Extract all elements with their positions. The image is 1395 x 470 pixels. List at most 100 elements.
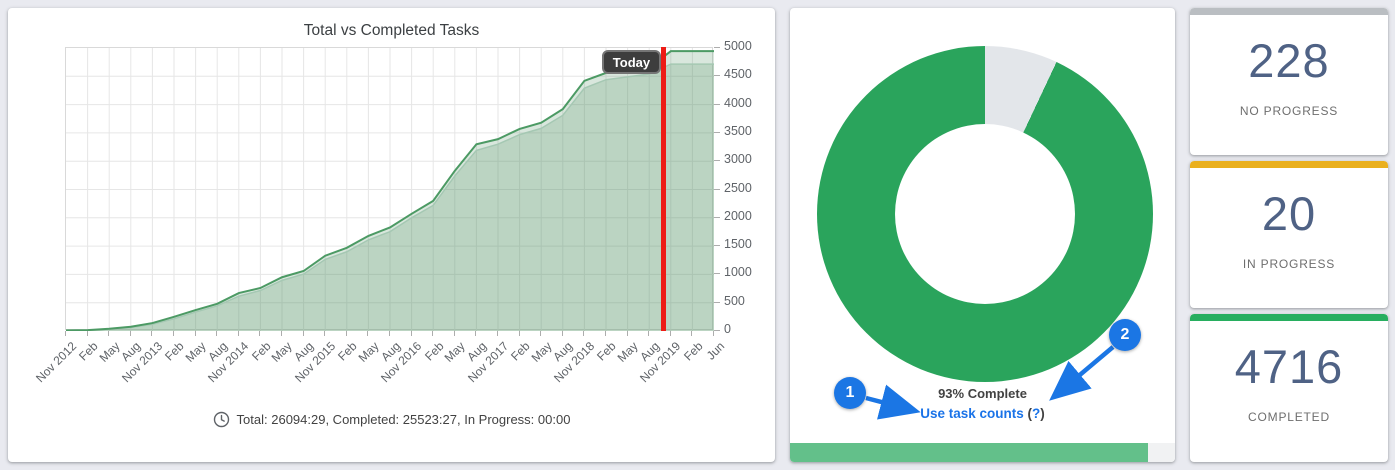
x-axis-tick [583,331,585,336]
x-axis-label: May [614,339,641,365]
stat-accent-bar [1190,314,1388,321]
help-question-icon[interactable]: ? [1032,406,1041,421]
stat-card-completed: 4716 COMPLETED [1190,314,1388,462]
today-marker-line [661,47,667,331]
clock-icon [213,411,229,428]
x-axis-tick [108,331,110,336]
stat-value: 20 [1261,187,1317,240]
y-axis-label: 1500 [724,237,752,252]
x-axis-tick [453,331,455,336]
annotation-badge-1: 1 [834,377,866,409]
x-axis-tick [345,331,347,336]
chart-footer: Total: 26094:29, Completed: 25523:27, In… [8,411,775,428]
stat-card-no-progress: 228 NO PROGRESS [1190,8,1388,155]
x-axis-tick [194,331,196,336]
y-axis-label: 4000 [724,95,752,110]
x-axis-label: Feb [162,339,187,364]
annotation-badge-2: 2 [1109,319,1141,351]
donut-hole [895,124,1075,304]
y-axis-tick [714,301,720,303]
stat-label: COMPLETED [1248,410,1330,424]
completion-progress-fill [790,443,1149,462]
x-axis-tick [605,331,606,336]
x-axis-tick [324,331,326,336]
y-axis-tick [714,75,720,77]
x-axis-label: Nov 2012 [32,339,79,386]
x-axis-tick [713,331,714,336]
chart-totals-text: Total: 26094:29, Completed: 25523:27, In… [236,412,571,427]
x-axis-label: May [355,339,382,365]
x-axis-label: Feb [507,339,533,364]
x-axis-tick [281,331,282,336]
x-axis-label: Feb [75,339,101,364]
completion-donut-panel: 93% Complete Use task counts (?) 1 2 [790,8,1175,462]
stat-value: 4716 [1234,340,1344,393]
x-axis-tick [648,331,650,336]
x-axis-label: Feb [421,339,447,364]
x-axis-tick [410,331,412,336]
x-axis-label: Feb [680,339,706,364]
today-label: Today [601,50,662,74]
tasks-chart-panel: Total vs Completed Tasks 0 500 1000 1500 200… [8,8,775,462]
area-chart-plot [65,47,714,331]
stat-label: NO PROGRESS [1239,104,1339,118]
stat-accent-bar [1190,161,1388,168]
x-axis-label: May [182,339,209,365]
x-axis-tick [561,331,563,336]
y-axis-label: 2000 [724,208,752,223]
x-axis-label: Feb [335,339,360,364]
x-axis-tick [86,331,88,336]
x-axis-label: May [96,339,123,365]
x-axis-label: Jun [703,339,727,363]
donut-link-row: Use task counts (?) [790,406,1175,421]
x-axis-label: Feb [248,339,274,364]
x-axis-tick [216,331,218,336]
x-axis-tick [475,331,477,336]
completion-progress-bar [790,443,1175,462]
y-axis-label: 5000 [724,39,752,53]
x-axis-tick [389,331,390,336]
chart-title: Total vs Completed Tasks [303,22,480,39]
y-axis-label: 0 [724,322,731,336]
x-axis-tick [173,331,174,336]
x-axis-label: May [268,339,295,365]
x-axis-tick [65,331,66,336]
y-axis-label: 500 [724,293,745,308]
y-axis-label: 2500 [724,180,752,195]
x-axis-tick [540,331,542,336]
y-axis-tick [714,47,720,48]
y-axis-label: 1000 [724,265,752,280]
x-axis-label: May [528,339,555,365]
use-task-counts-link[interactable]: Use task counts [920,406,1024,421]
stat-accent-bar [1190,8,1388,15]
x-axis-tick [367,331,369,336]
help-paren-open: ( [1027,406,1033,421]
x-axis-tick [259,331,261,336]
x-axis-tick [669,331,671,336]
x-axis-tick [626,331,628,336]
x-axis-tick [497,331,498,336]
help-link[interactable]: (?) [1028,406,1045,421]
y-axis-tick [714,160,720,162]
x-axis-tick [691,331,693,336]
stat-card-in-progress: 20 IN PROGRESS [1190,161,1388,308]
x-axis-tick [129,331,131,336]
help-paren-close: ) [1040,406,1045,421]
stat-value: 228 [1248,34,1330,87]
y-axis-tick [714,216,720,218]
y-axis-tick [714,245,720,247]
y-axis-tick [714,103,720,105]
y-axis-label: 4500 [724,67,752,82]
donut-chart [817,46,1153,382]
percent-complete-text: 93% Complete [938,386,1027,401]
y-axis-label: 3500 [724,123,752,138]
x-axis-tick [518,331,520,336]
y-axis-tick [714,330,720,331]
x-axis-label: Feb [594,339,619,364]
x-axis-tick [302,331,304,336]
x-axis-tick [151,331,153,336]
x-axis-tick [432,331,434,336]
y-axis-tick [714,188,720,190]
stat-label: IN PROGRESS [1242,257,1336,271]
y-axis-label: 3000 [724,152,752,167]
